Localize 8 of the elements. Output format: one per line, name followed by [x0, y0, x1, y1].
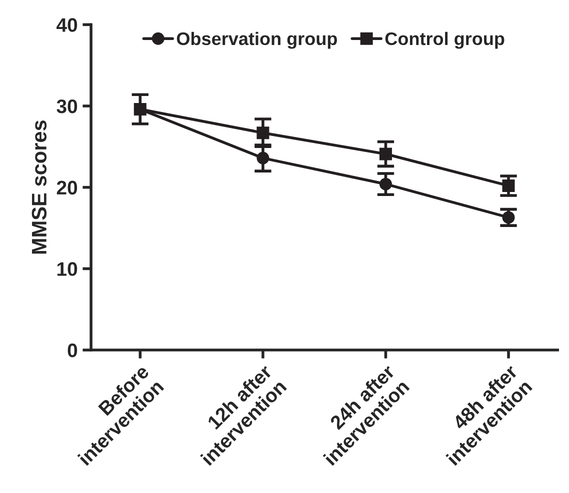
y-tick-label: 40: [56, 18, 78, 32]
legend-label: Control group: [385, 32, 504, 49]
y-tick-label: 10: [57, 262, 78, 276]
y-tick-label: 20: [56, 180, 78, 195]
y-axis-title: MMSE scores: [32, 120, 47, 254]
legend-label: Observation group: [176, 32, 337, 49]
y-tick-label: 0: [68, 344, 78, 358]
y-tick-label: 30: [56, 99, 78, 114]
